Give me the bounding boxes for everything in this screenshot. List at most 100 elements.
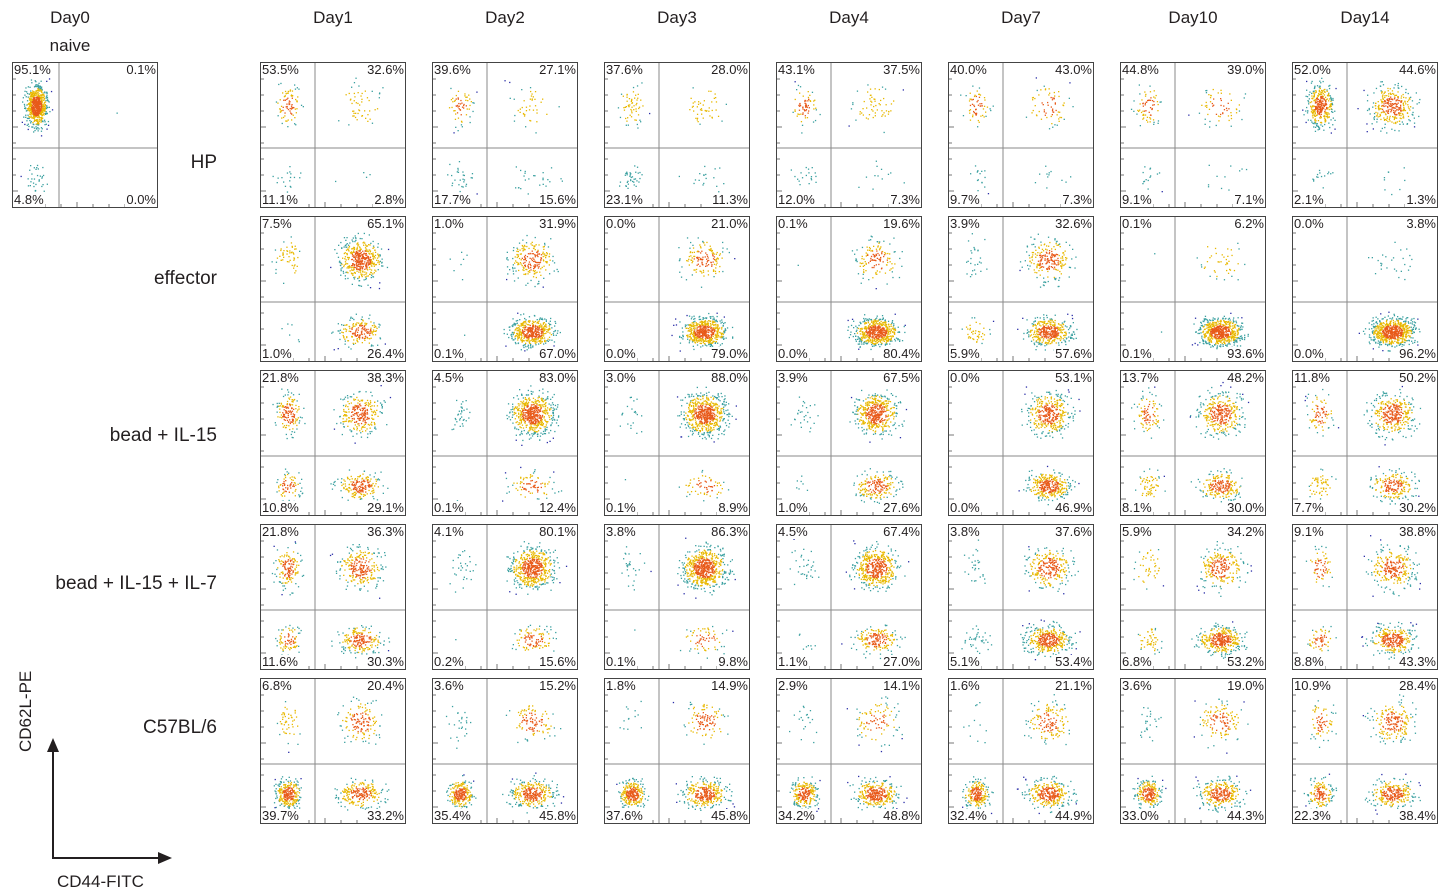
event-dot [514, 329, 516, 331]
event-dot [528, 337, 530, 339]
event-dot [542, 255, 544, 258]
event-dot [542, 177, 544, 179]
event-dot [522, 239, 524, 241]
event-dot [330, 266, 332, 269]
event-dot [1384, 189, 1386, 191]
event-dot [358, 338, 361, 340]
event-dot [1387, 98, 1389, 100]
event-dot [31, 93, 34, 95]
event-dot [534, 91, 537, 93]
event-dot [535, 254, 537, 256]
event-dot [353, 256, 355, 258]
event-dot [284, 112, 286, 114]
event-dot [885, 264, 888, 266]
event-dot [626, 93, 628, 96]
event-dot [707, 331, 710, 333]
event-dot [710, 336, 712, 339]
event-dot [1157, 122, 1159, 124]
density-plot [605, 63, 749, 207]
event-dot [377, 243, 379, 245]
event-dot [533, 338, 535, 340]
event-dot [511, 331, 513, 334]
event-dot [363, 244, 365, 246]
event-dot [528, 267, 530, 269]
event-dot [1325, 120, 1327, 122]
event-dot [1144, 91, 1146, 93]
event-dot [1383, 92, 1385, 94]
event-dot [34, 113, 36, 115]
event-dot [701, 332, 703, 334]
event-dot [1318, 91, 1320, 93]
event-dot [38, 98, 40, 100]
event-dot [695, 339, 698, 341]
event-dot [39, 98, 42, 100]
event-dot [42, 166, 44, 169]
event-dot [43, 108, 45, 111]
event-dot [1144, 102, 1146, 105]
event-dot [534, 264, 536, 266]
event-dot [693, 315, 695, 317]
event-dot [1393, 118, 1395, 121]
event-dot [358, 271, 360, 273]
event-dot [533, 247, 535, 249]
event-dot [302, 106, 304, 108]
event-dot [710, 342, 712, 344]
event-dot [38, 100, 41, 102]
event-dot [294, 108, 296, 110]
event-dot [523, 249, 525, 251]
event-dot [354, 332, 357, 334]
event-dot [31, 82, 33, 84]
event-dot [353, 343, 355, 345]
event-dot [1152, 119, 1155, 121]
event-dot [1053, 98, 1055, 100]
event-dot [289, 176, 292, 179]
event-dot [1324, 96, 1327, 98]
event-dot [1392, 103, 1395, 106]
event-dot [1047, 104, 1049, 106]
event-dot [694, 101, 696, 103]
event-dot [41, 114, 43, 117]
event-dot [1045, 165, 1047, 167]
event-dot [37, 113, 39, 116]
event-dot [335, 180, 337, 183]
event-dot [707, 334, 709, 336]
event-dot [1316, 104, 1318, 106]
event-dot [629, 114, 631, 116]
event-dot [975, 113, 978, 115]
event-dot [531, 323, 533, 325]
event-dot [512, 324, 514, 326]
event-dot [870, 250, 872, 252]
event-dot [707, 328, 709, 331]
event-dot [714, 270, 717, 272]
event-dot [702, 104, 704, 106]
event-dot [24, 105, 26, 107]
event-dot [530, 327, 532, 329]
event-dot [524, 245, 526, 247]
event-dot [1389, 120, 1391, 122]
event-dot [721, 257, 723, 259]
event-dot [279, 111, 281, 113]
event-dot [283, 181, 285, 183]
event-dot [883, 332, 885, 334]
event-dot [851, 250, 854, 252]
event-dot [624, 174, 626, 176]
flow-plot-panel: 0.0% 21.0% 0.0% 79.0% [604, 216, 750, 362]
event-dot [1143, 180, 1146, 182]
event-dot [374, 249, 376, 251]
event-dot [550, 238, 552, 240]
event-dot [1384, 100, 1387, 102]
event-dot [711, 265, 713, 267]
event-dot [699, 335, 701, 337]
event-dot [1331, 104, 1334, 106]
event-dot [720, 333, 723, 335]
event-dot [357, 334, 359, 336]
event-dot [1375, 115, 1378, 117]
event-dot [1381, 108, 1384, 110]
event-dot [1400, 95, 1403, 97]
event-dot [1394, 117, 1396, 119]
event-dot [541, 341, 543, 343]
event-dot [371, 262, 373, 264]
event-dot [531, 333, 533, 335]
event-dot [370, 262, 372, 264]
density-plot [777, 217, 921, 361]
